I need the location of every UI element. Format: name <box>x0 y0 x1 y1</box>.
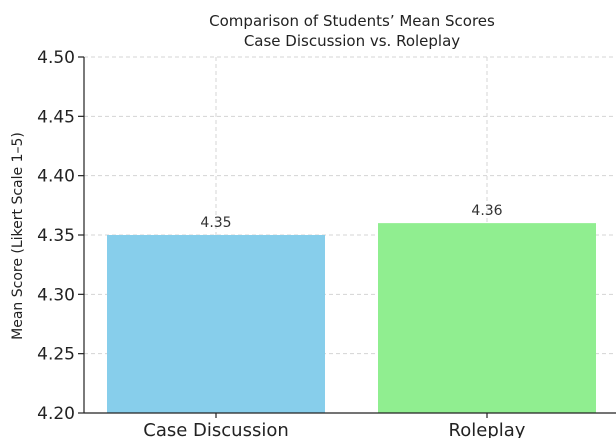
chart-subtitle: Case Discussion vs. Roleplay <box>244 32 460 50</box>
y-tick-label: 4.25 <box>37 345 75 365</box>
data-label: 4.35 <box>200 215 231 231</box>
data-label: 4.36 <box>471 203 502 219</box>
labels: 4.20 4.25 4.30 4.35 4.40 4.45 4.50 4.35 4.36 Case… <box>37 48 526 438</box>
y-tick-label: 4.50 <box>37 48 75 68</box>
bars <box>107 223 596 413</box>
axes <box>78 56 616 418</box>
chart-title: Comparison of Students’ Mean Scores <box>209 12 495 30</box>
x-tick-label: Roleplay <box>449 420 526 438</box>
y-tick-label: 4.40 <box>37 167 75 187</box>
y-tick-label: 4.35 <box>37 226 75 246</box>
y-axis-label: Mean Score (Likert Scale 1–5) <box>10 132 26 340</box>
x-tick-label: Case Discussion <box>143 420 289 438</box>
y-tick-label: 4.30 <box>37 285 75 305</box>
y-tick-label: 4.20 <box>37 404 75 424</box>
bar <box>378 223 596 413</box>
bar <box>107 235 325 413</box>
y-tick-label: 4.45 <box>37 107 75 127</box>
